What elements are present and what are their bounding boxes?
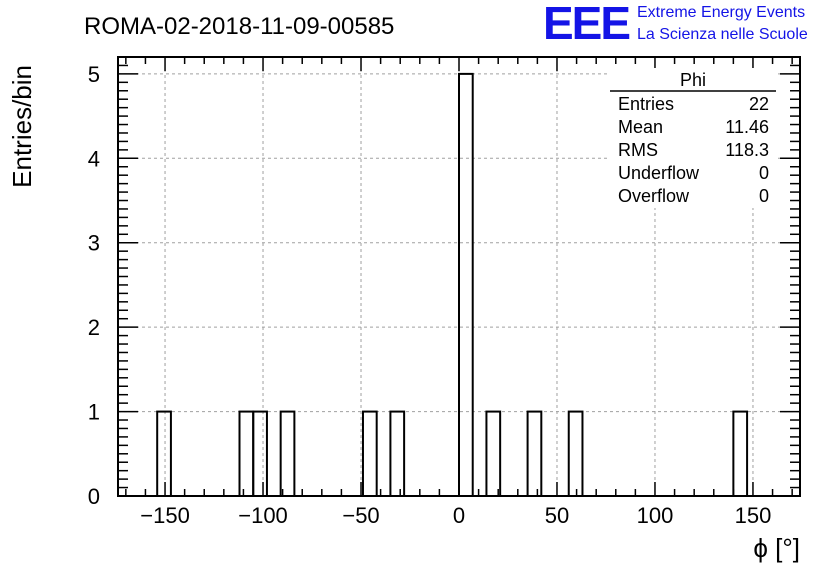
x-tick-label: 150 xyxy=(735,503,772,528)
histogram-bar xyxy=(458,72,474,497)
logo-line-2: La Scienza nelle Scuole xyxy=(637,26,808,43)
stats-row-label: Underflow xyxy=(618,163,700,183)
stats-row-label: Entries xyxy=(618,94,674,114)
stats-row-label: RMS xyxy=(618,140,658,160)
x-tick-label: 50 xyxy=(545,503,569,528)
stats-row-value: 0 xyxy=(759,186,769,206)
histogram-bar xyxy=(252,410,268,498)
stats-box: Phi Entries 22 Mean 11.46 RMS 118.3 Underflow 0… xyxy=(610,68,776,208)
y-tick-label: 5 xyxy=(88,62,100,87)
plot-frame xyxy=(117,56,801,497)
x-tick-label: −50 xyxy=(342,503,379,528)
chart-title: ROMA-02-2018-11-09-00585 xyxy=(84,13,394,40)
y-tick-label: 0 xyxy=(88,484,100,509)
y-axis-label: Entries/bin xyxy=(7,65,37,188)
x-tick-label: 0 xyxy=(453,503,465,528)
stats-row-value: 118.3 xyxy=(725,140,769,160)
stats-row-value: 22 xyxy=(749,94,769,114)
x-tick-label: −150 xyxy=(140,503,190,528)
logo-line-1: Extreme Energy Events xyxy=(637,4,805,21)
histogram-bar xyxy=(389,410,406,498)
histogram-bar xyxy=(238,410,255,498)
x-axis-label: ϕ [°] xyxy=(753,533,800,563)
y-tick-label: 3 xyxy=(88,231,100,256)
stats-row-label: Overflow xyxy=(618,186,690,206)
logo-mark: EEE xyxy=(543,0,629,49)
stats-row-value: 0 xyxy=(759,163,769,183)
y-tick-label: 1 xyxy=(88,400,100,425)
y-tick-label: 2 xyxy=(88,315,100,340)
y-tick-label: 4 xyxy=(88,146,100,171)
histogram-bar xyxy=(485,410,502,498)
tick-labels: −150 −100 −50 0 50 100 150 0 1 2 3 4 5 xyxy=(88,62,772,528)
histogram-bar xyxy=(279,410,296,498)
stats-row-value: 11.46 xyxy=(725,117,769,137)
eee-logo: EEE Extreme Energy Events La Scienza nel… xyxy=(543,0,808,49)
histogram-bar xyxy=(361,410,378,498)
histogram-bar xyxy=(156,410,172,498)
histogram-bar xyxy=(732,410,749,498)
stats-box-title: Phi xyxy=(680,70,706,90)
x-tick-label: 100 xyxy=(637,503,674,528)
stats-rows: Entries 22 Mean 11.46 RMS 118.3 Underflow 0 Over… xyxy=(618,94,769,206)
x-tick-label: −100 xyxy=(238,503,288,528)
stats-row-label: Mean xyxy=(618,117,663,137)
histogram-bar xyxy=(526,410,543,498)
histogram-bar xyxy=(567,410,584,498)
